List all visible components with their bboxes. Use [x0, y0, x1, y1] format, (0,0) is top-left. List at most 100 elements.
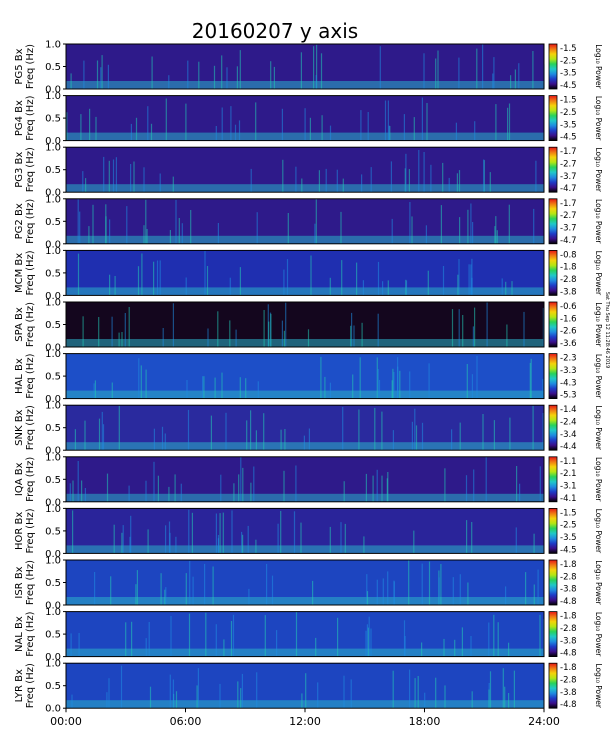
streak — [217, 538, 219, 554]
colorbar-label: Log₁₀ Power — [594, 251, 603, 296]
streak — [366, 574, 368, 605]
streak — [361, 322, 363, 347]
streak — [111, 316, 113, 347]
streak — [533, 208, 535, 244]
colorbar-tick-label: -2.1 — [560, 469, 577, 479]
y-tick-label: 0.5 — [45, 165, 61, 176]
streak — [542, 307, 544, 347]
streak — [341, 260, 343, 296]
y-tick-label: 1.0 — [45, 40, 61, 51]
streak — [175, 199, 177, 244]
streak — [114, 276, 116, 296]
streak — [280, 510, 282, 554]
streak — [366, 624, 368, 657]
colorbar-tick-label: -2.5 — [560, 56, 577, 66]
colorbar-tick-label: -3.8 — [560, 688, 577, 698]
colorbar-tick-label: -4.5 — [560, 81, 577, 91]
streak — [476, 48, 478, 89]
streak — [458, 170, 461, 193]
colorbar-tick-label: -4.8 — [560, 700, 577, 710]
y-tick-label: 0.5 — [45, 630, 61, 641]
colorbar-tick-label: -4.1 — [560, 494, 577, 504]
streak — [523, 311, 525, 347]
streak — [130, 515, 132, 554]
streak — [263, 310, 265, 347]
streak — [365, 630, 367, 657]
colorbar-label: Log₁₀ Power — [594, 612, 603, 657]
streak — [82, 171, 84, 193]
colorbar-label: Log₁₀ Power — [594, 302, 603, 347]
low-frequency-band — [66, 648, 544, 657]
streak — [98, 317, 100, 347]
streak — [495, 216, 497, 244]
streak — [102, 424, 105, 451]
streak — [143, 167, 145, 193]
streak — [185, 277, 187, 296]
streak — [440, 564, 442, 605]
y-axis-label: Freq (Hz) — [25, 95, 36, 140]
streak — [350, 679, 352, 709]
y-axis-label: MCM Bx — [14, 253, 25, 293]
colorbar-tick-label: -3.7 — [560, 172, 577, 182]
streak — [518, 63, 520, 89]
spectrogram-texture — [66, 405, 544, 451]
streak — [530, 358, 532, 399]
streak — [376, 579, 378, 605]
colorbar-tick-label: -5.3 — [560, 391, 577, 401]
streak — [230, 106, 232, 141]
streak — [169, 674, 171, 709]
streak — [360, 110, 362, 141]
streak — [435, 677, 437, 709]
streak — [425, 225, 427, 244]
colorbar-tick-label: -1.8 — [560, 560, 577, 570]
streak — [77, 461, 79, 502]
streak — [128, 485, 130, 502]
streak — [118, 405, 120, 451]
streak — [245, 378, 247, 399]
streak — [111, 382, 113, 399]
streak — [174, 474, 176, 502]
low-frequency-band — [66, 81, 544, 89]
colorbar — [548, 301, 558, 348]
y-tick-label: 0.0 — [45, 239, 61, 250]
colorbar — [548, 611, 558, 657]
y-axis-label: IQA Bx — [14, 462, 25, 496]
streak — [310, 255, 312, 296]
streak — [435, 58, 437, 89]
streak — [137, 266, 140, 296]
streak — [234, 124, 237, 141]
streak — [488, 689, 490, 709]
colorbar-tick-label: -4.8 — [560, 649, 577, 659]
streak — [190, 210, 192, 244]
streak — [281, 320, 283, 347]
streak — [321, 115, 323, 141]
streak — [353, 325, 355, 347]
streak — [384, 100, 387, 141]
streak — [329, 382, 331, 399]
streak — [153, 261, 155, 296]
colorbar-tick-label: -3.5 — [560, 120, 577, 130]
colorbar-tick-label: -1.1 — [560, 457, 577, 467]
streak — [241, 531, 243, 554]
streak — [376, 357, 378, 399]
streak — [250, 168, 252, 193]
low-frequency-band — [66, 597, 544, 605]
streak — [70, 73, 72, 89]
streak — [381, 411, 383, 451]
y-axis-label: SPA Bx — [14, 307, 25, 342]
streak — [172, 679, 174, 709]
y-tick-label: 1.0 — [45, 246, 61, 257]
y-axis-label: Freq (Hz) — [25, 353, 36, 398]
streak — [440, 205, 442, 244]
streak — [537, 569, 539, 605]
streak — [214, 377, 216, 399]
streak — [467, 209, 469, 244]
y-axis-label: Freq (Hz) — [25, 44, 36, 89]
y-tick-label: 0.5 — [45, 526, 61, 537]
streak — [149, 686, 152, 709]
streak — [191, 512, 193, 554]
x-tick-label: 24:00 — [528, 715, 560, 728]
streak — [74, 429, 76, 451]
streak — [207, 328, 209, 347]
streak — [312, 580, 314, 605]
